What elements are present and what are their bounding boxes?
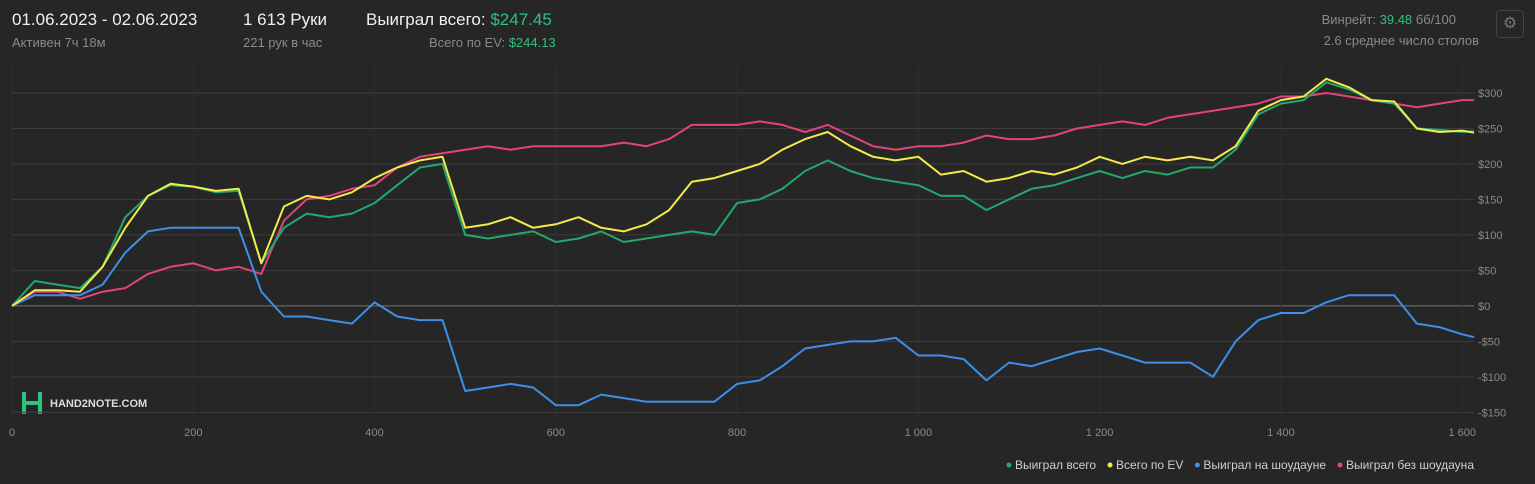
y-tick-label: $0 [1478, 301, 1490, 313]
value: 39.48 [1379, 12, 1413, 27]
value: $247.45 [490, 10, 552, 29]
logo: HAND2NOTE.COM [22, 392, 147, 414]
value: $244.13 [508, 35, 556, 50]
legend-label: Выиграл на шоудауне [1203, 458, 1326, 472]
x-tick-label: 0 [9, 427, 15, 439]
dates: 01.06.2023 - 02.06.2023 [12, 10, 198, 29]
y-tick-label: $250 [1478, 123, 1502, 135]
y-tick-label: -$150 [1478, 407, 1506, 419]
winrate: Винрейт: 39.48 бб/100 [1322, 12, 1456, 27]
x-tick-label: 600 [547, 427, 565, 439]
label: Выиграл всего: [366, 10, 486, 29]
active-time: Активен 7ч 18м [12, 35, 106, 50]
x-tick-label: 800 [728, 427, 746, 439]
legend-marker [1194, 462, 1200, 468]
label: Винрейт: [1321, 12, 1376, 27]
y-tick-label: $150 [1478, 194, 1502, 206]
legend-marker [1107, 462, 1113, 468]
x-tick-label: 1 400 [1267, 427, 1295, 439]
ev-total: Всего по EV: $244.13 [429, 35, 556, 50]
series-line [11, 77, 1475, 307]
legend-marker [1006, 462, 1012, 468]
legend-item: Выиграл без шоудауна [1337, 458, 1474, 472]
label: Всего по EV: [429, 35, 506, 50]
tables: 2.6 среднее число столов [1323, 33, 1479, 48]
legend-marker [1337, 462, 1343, 468]
won-total: Выиграл всего: $247.45 [366, 10, 552, 30]
y-tick-label: $50 [1478, 265, 1496, 277]
y-tick-label: $300 [1478, 88, 1502, 100]
legend-item: Всего по EV [1107, 458, 1183, 472]
series-line [11, 92, 1474, 307]
x-tick-label: 400 [365, 427, 383, 439]
hands: 1 613 Руки [243, 10, 328, 29]
x-tick-label: 1 000 [905, 427, 933, 439]
legend-label: Выиграл всего [1015, 458, 1096, 472]
unit: бб/100 [1415, 12, 1456, 27]
y-tick-label: $200 [1478, 159, 1502, 171]
x-tick-label: 1 600 [1448, 427, 1476, 439]
logo-text: HAND2NOTE.COM [50, 398, 147, 410]
y-tick-label: $100 [1478, 230, 1502, 242]
logo-icon [22, 392, 42, 414]
y-tick-label: -$50 [1478, 336, 1500, 348]
legend-item: Выиграл всего [1006, 458, 1096, 472]
legend-label: Всего по EV [1116, 458, 1183, 472]
hands-per-hour: 221 рук в час [243, 35, 323, 50]
legend-item: Выиграл на шоудауне [1194, 458, 1326, 472]
x-tick-label: 200 [184, 427, 202, 439]
x-tick-label: 1 200 [1086, 427, 1114, 439]
series-line [11, 226, 1475, 407]
legend-label: Выиграл без шоудауна [1346, 458, 1474, 472]
y-tick-label: -$100 [1478, 372, 1506, 384]
settings-button[interactable]: ⚙ [1496, 10, 1524, 38]
